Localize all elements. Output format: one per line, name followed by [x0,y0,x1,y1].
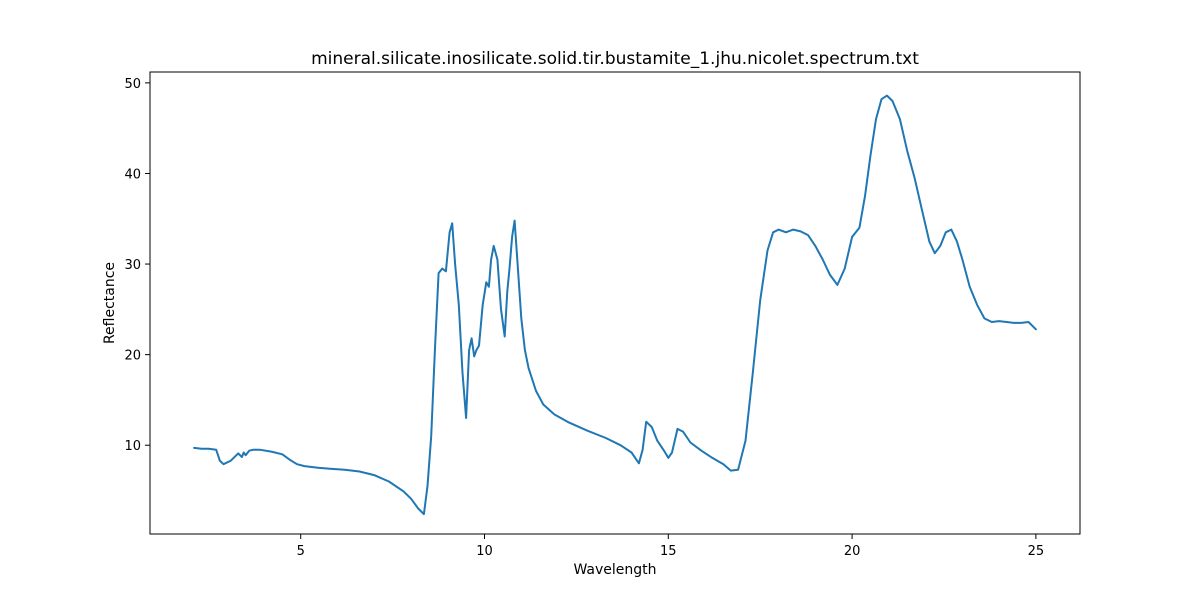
y-tick-label: 50 [124,77,141,92]
y-tick-label: 40 [124,167,141,182]
x-tick-label: 25 [1028,544,1045,559]
x-tick-label: 15 [660,544,677,559]
x-tick-label: 20 [844,544,861,559]
y-axis-ticks: 10 20 30 40 50 [124,77,150,454]
y-axis-label: Reflectance [102,262,118,344]
plot-frame [149,71,1081,535]
x-tick-label: 10 [476,544,493,559]
y-tick-label: 10 [124,439,141,454]
spectrum-line [193,94,1037,516]
y-tick-label: 30 [124,258,141,273]
x-tick-label: 5 [297,544,305,559]
y-tick-label: 20 [124,349,141,364]
x-axis-label: Wavelength [573,562,656,578]
chart-title: mineral.silicate.inosilicate.solid.tir.b… [311,49,919,69]
x-axis-ticks: 5 10 15 20 25 [297,534,1045,559]
